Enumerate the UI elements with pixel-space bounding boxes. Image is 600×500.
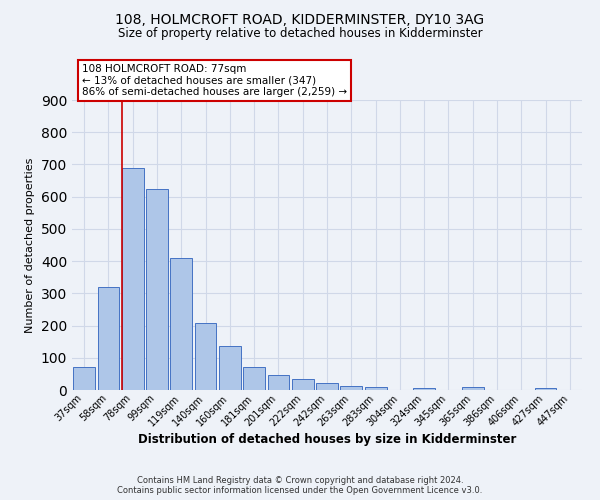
Bar [365, 388, 386, 390]
Text: 108, HOLMCROFT ROAD, KIDDERMINSTER, DY10 3AG: 108, HOLMCROFT ROAD, KIDDERMINSTER, DY10… [115, 12, 485, 26]
Text: Contains HM Land Registry data © Crown copyright and database right 2024.
Contai: Contains HM Land Registry data © Crown c… [118, 476, 482, 495]
X-axis label: Distribution of detached houses by size in Kidderminster: Distribution of detached houses by size … [138, 434, 516, 446]
Bar [122, 168, 143, 390]
Bar [268, 374, 289, 390]
Bar [243, 368, 265, 390]
Bar [146, 188, 168, 390]
Bar [413, 388, 435, 390]
Bar [340, 386, 362, 390]
Bar [73, 367, 95, 390]
Bar [462, 388, 484, 390]
Bar [219, 346, 241, 390]
Text: Size of property relative to detached houses in Kidderminster: Size of property relative to detached ho… [118, 28, 482, 40]
Bar [292, 378, 314, 390]
Bar [316, 382, 338, 390]
Bar [535, 388, 556, 390]
Bar [170, 258, 192, 390]
Bar [194, 324, 217, 390]
Y-axis label: Number of detached properties: Number of detached properties [25, 158, 35, 332]
Text: 108 HOLMCROFT ROAD: 77sqm
← 13% of detached houses are smaller (347)
86% of semi: 108 HOLMCROFT ROAD: 77sqm ← 13% of detac… [82, 64, 347, 97]
Bar [97, 287, 119, 390]
